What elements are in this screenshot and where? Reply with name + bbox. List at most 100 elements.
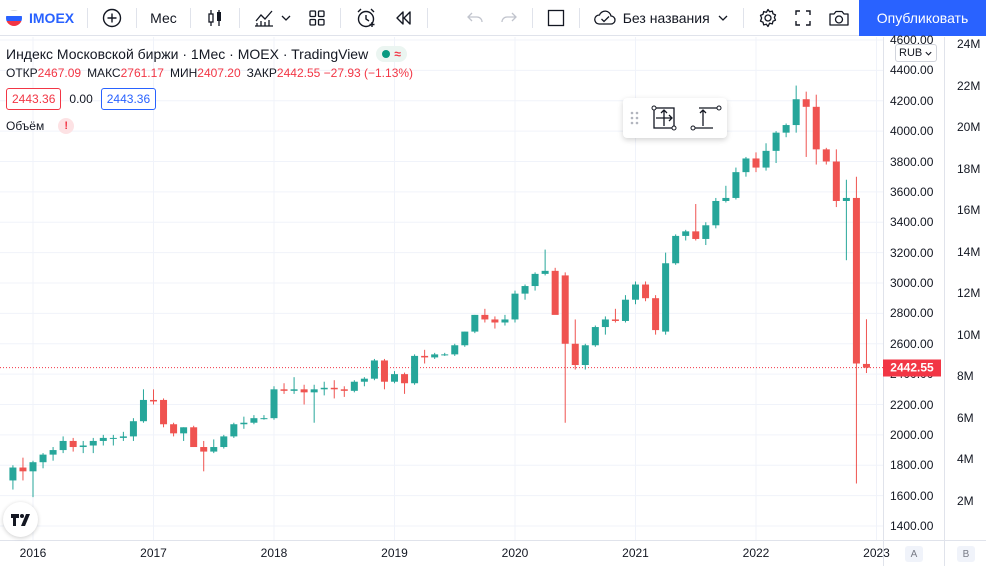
- candle-body: [421, 355, 429, 358]
- candle: [642, 281, 650, 302]
- candle: [129, 418, 137, 441]
- time-tick-label: 2020: [501, 546, 529, 560]
- symbol-search-button[interactable]: IMOEX: [0, 0, 81, 36]
- candle: [782, 123, 790, 138]
- time-tick-label: 2022: [742, 546, 770, 560]
- undo-icon: [466, 12, 483, 22]
- fullscreen-button[interactable]: [786, 0, 820, 36]
- candle-body: [250, 418, 258, 423]
- candle: [370, 358, 378, 381]
- volume-tick-label: 20M: [957, 120, 981, 134]
- drag-handle-icon[interactable]: [623, 98, 645, 138]
- snapshot-button[interactable]: [820, 0, 858, 36]
- candle: [200, 440, 208, 472]
- candle: [69, 437, 77, 452]
- wave-icon: ≈: [394, 47, 401, 61]
- chart-type-button[interactable]: [197, 0, 233, 36]
- save-layout-button[interactable]: Без названия: [586, 0, 737, 36]
- candle-body: [842, 197, 850, 201]
- candle-body: [280, 389, 288, 391]
- candle: [571, 319, 579, 370]
- price-tick-label: 2600.00: [890, 336, 934, 351]
- time-tick-label: 2018: [260, 546, 288, 560]
- volume-label[interactable]: Объём: [6, 119, 45, 133]
- volume-tick-label: 10M: [957, 327, 981, 342]
- candle-body: [380, 360, 388, 382]
- undo-button[interactable]: [458, 0, 492, 36]
- volume-axis[interactable]: 24M 22M 20M 18M 16M 14M 12M 10M 8M 6M 4M 2M: [944, 37, 986, 540]
- compare-symbol-button[interactable]: [94, 0, 130, 36]
- volume-scale-button[interactable]: B: [957, 546, 975, 562]
- divider: [742, 7, 744, 28]
- candle: [862, 319, 870, 374]
- settings-button[interactable]: [750, 0, 786, 36]
- candle: [39, 453, 47, 469]
- candle-body: [732, 172, 740, 198]
- alert-button[interactable]: [347, 0, 385, 36]
- candle: [652, 295, 660, 335]
- candle: [792, 85, 800, 133]
- indicators-icon: [254, 10, 273, 27]
- tradingview-logo[interactable]: [3, 502, 38, 537]
- ohlc-value: 2442.55 −27.93 (−1.13%): [276, 66, 414, 80]
- candle: [742, 156, 750, 177]
- candle-body: [672, 235, 680, 264]
- publish-button[interactable]: Опубликовать: [859, 0, 986, 36]
- candle: [49, 447, 57, 461]
- auto-scale-button[interactable]: A: [905, 546, 923, 562]
- divider: [238, 7, 240, 28]
- bid-box[interactable]: 2443.36: [6, 88, 62, 110]
- candle-body: [652, 298, 660, 331]
- candle: [531, 272, 539, 291]
- redo-button[interactable]: [492, 0, 526, 36]
- candle-body: [230, 424, 238, 437]
- price-axis-border: [883, 37, 884, 566]
- currency-button[interactable]: RUB: [895, 44, 938, 62]
- candle-body: [862, 363, 870, 368]
- price-range-icon[interactable]: [685, 98, 725, 138]
- candle: [280, 383, 288, 394]
- ohlc-value: 2467.09: [37, 66, 82, 80]
- candle-body: [150, 399, 157, 402]
- interval-label: Мес: [150, 9, 177, 26]
- candle-body: [812, 106, 820, 150]
- legend-title[interactable]: Индекс Московской биржи · 1Мес · MOEX · …: [6, 46, 369, 62]
- candle: [541, 249, 549, 276]
- price-chart[interactable]: [0, 37, 883, 540]
- candle: [99, 434, 107, 446]
- interval-button[interactable]: Мес: [143, 0, 184, 36]
- candle: [461, 331, 469, 347]
- indicators-button[interactable]: [246, 0, 300, 36]
- date-price-range-icon[interactable]: [645, 98, 685, 138]
- bid-ask-row: 2443.36 0.00 2443.36: [6, 88, 413, 110]
- candle-body: [621, 299, 629, 321]
- ohlc-item: ОТКР2467.09: [6, 66, 81, 84]
- warning-icon[interactable]: !: [58, 118, 75, 134]
- replay-button[interactable]: [385, 0, 421, 36]
- candle: [300, 384, 308, 405]
- chart-legend: Индекс Московской биржи · 1Мес · MOEX · …: [6, 44, 413, 134]
- symbol-label: IMOEX: [29, 9, 75, 26]
- candle: [411, 354, 419, 385]
- price-axis[interactable]: 4600.00 4400.00 4200.00 4000.00 3800.00 3600.…: [884, 33, 944, 540]
- candle-body: [742, 158, 750, 173]
- rewind-icon: [396, 10, 411, 25]
- layout-select-button[interactable]: [539, 0, 573, 36]
- templates-button[interactable]: [300, 0, 334, 36]
- ask-box[interactable]: 2443.36: [100, 88, 157, 110]
- candle-body: [340, 389, 348, 391]
- square-icon: [547, 9, 564, 26]
- candle-body: [330, 387, 338, 390]
- candle-body: [712, 200, 720, 226]
- candle-body: [270, 389, 278, 419]
- price-tick-label: 1600.00: [890, 488, 934, 503]
- candle: [762, 143, 770, 171]
- candle: [491, 316, 499, 329]
- candle: [270, 386, 278, 420]
- candle: [702, 222, 710, 246]
- chevron-down-icon: [281, 15, 291, 21]
- grid-icon: [309, 9, 325, 26]
- candle-body: [290, 389, 298, 391]
- spread-value: 0.00: [69, 92, 93, 106]
- market-status-badge[interactable]: ≈: [376, 46, 407, 62]
